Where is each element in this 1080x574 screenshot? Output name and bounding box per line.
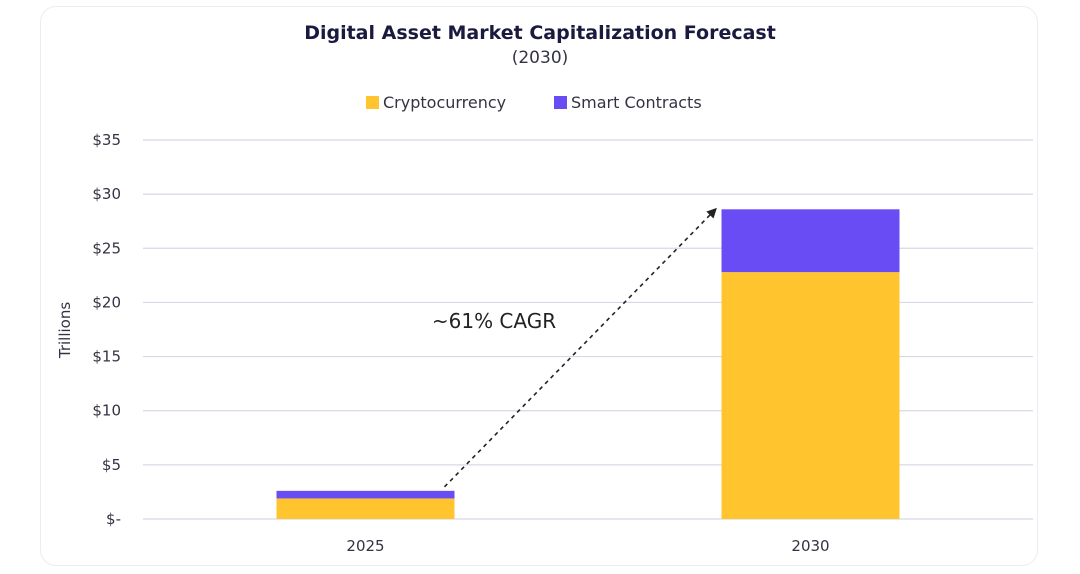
cagr-annotation: ~61% CAGR — [432, 207, 717, 488]
bar-segment-smart-contracts-2030 — [721, 209, 900, 273]
chart-title: Digital Asset Market Capitalization Fore… — [304, 22, 776, 44]
y-tick-label: $5 — [102, 456, 121, 474]
y-tick-label: $25 — [92, 239, 121, 257]
legend-label: Smart Contracts — [571, 93, 702, 112]
bar-segment-cryptocurrency-2030 — [721, 272, 900, 519]
legend: Cryptocurrency Smart Contracts — [366, 93, 702, 112]
legend-swatch — [554, 96, 567, 109]
x-tick-label: 2030 — [791, 537, 829, 555]
y-axis-label: Trillions — [56, 302, 74, 359]
bar-segment-smart-contracts-2025 — [276, 490, 455, 499]
y-axis-ticks: $- $5 $10 $15 $20 $25 $30 $35 — [92, 131, 121, 528]
y-tick-label: $35 — [92, 131, 121, 149]
cagr-label: ~61% CAGR — [432, 309, 556, 333]
legend-swatch — [366, 96, 379, 109]
y-tick-label: $- — [106, 510, 121, 528]
y-tick-label: $10 — [92, 402, 121, 420]
y-tick-label: $20 — [92, 293, 121, 311]
y-tick-label: $30 — [92, 185, 121, 203]
bars — [276, 209, 900, 519]
chart-subtitle: (2030) — [511, 48, 569, 68]
cagr-arrow — [443, 207, 717, 488]
y-tick-label: $15 — [92, 348, 121, 366]
legend-label: Cryptocurrency — [383, 93, 506, 112]
bar-segment-cryptocurrency-2025 — [276, 498, 455, 519]
x-axis-labels: 2025 2030 — [346, 537, 829, 555]
x-tick-label: 2025 — [346, 537, 384, 555]
